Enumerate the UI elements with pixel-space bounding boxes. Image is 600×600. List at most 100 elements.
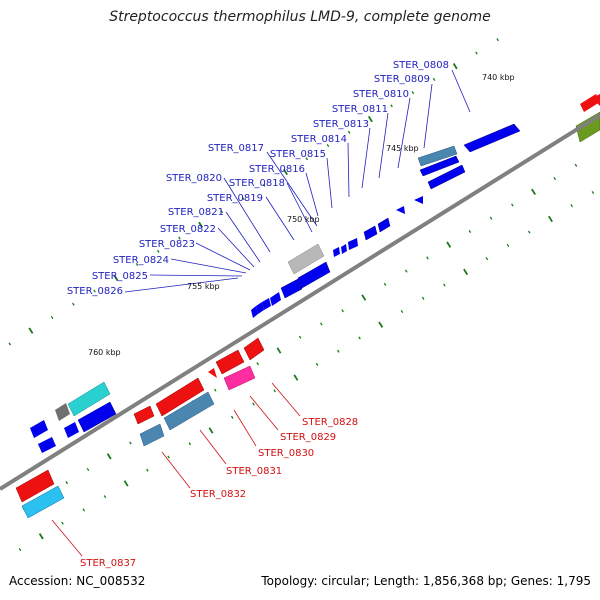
inner-tick — [298, 335, 302, 339]
label-ster-0826[interactable]: STER_0826 — [67, 286, 123, 297]
gene-ster-0828[interactable] — [243, 337, 265, 361]
outer-tick — [220, 210, 224, 214]
accession-text: Accession: NC_008532 — [9, 574, 146, 588]
outer-tick — [432, 77, 436, 81]
gene-upper-left-5[interactable] — [30, 420, 48, 438]
inner-tick — [404, 269, 408, 273]
label-ster-0837[interactable]: STER_0837 — [80, 558, 136, 569]
gene-ster-0826[interactable] — [251, 306, 258, 318]
label-ster-0820[interactable]: STER_0820 — [166, 173, 222, 184]
label-ster-0819[interactable]: STER_0819 — [207, 193, 263, 204]
outer-tick — [496, 38, 499, 42]
inner-tick — [463, 268, 469, 276]
gene-ster-0815[interactable] — [377, 217, 391, 233]
gene-ster-0813[interactable] — [414, 196, 423, 204]
outer-tick — [241, 196, 245, 200]
label-ster-0811[interactable]: STER_0811 — [332, 104, 388, 115]
label-ster-0828[interactable]: STER_0828 — [302, 417, 358, 428]
outer-tick — [50, 315, 54, 319]
label-ster-0810[interactable]: STER_0810 — [353, 89, 409, 100]
inner-tick — [230, 415, 234, 419]
label-ster-0821[interactable]: STER_0821 — [168, 207, 224, 218]
gene-upper-left-4[interactable] — [64, 422, 79, 438]
label-ster-0832[interactable]: STER_0832 — [190, 489, 246, 500]
inner-tick — [426, 256, 429, 260]
outer-tick-ring — [8, 38, 499, 346]
gene-ster-0821[interactable] — [297, 261, 331, 289]
gene-ster-0837b[interactable] — [21, 485, 65, 519]
inner-tick — [208, 427, 214, 434]
inner-tick — [591, 190, 595, 195]
gene-upper-left-1[interactable] — [67, 381, 111, 417]
inner-tick — [146, 468, 149, 472]
gene-ster-0814[interactable] — [396, 206, 405, 214]
inner-tick — [378, 321, 384, 328]
label-ster-0813[interactable]: STER_0813 — [313, 119, 369, 130]
gene-ster-0817[interactable] — [348, 238, 358, 250]
gene-upper-left-2[interactable] — [55, 403, 70, 421]
gene-ster-0829b[interactable] — [208, 368, 217, 378]
gene-ster-0818[interactable] — [333, 247, 340, 257]
inner-tick — [103, 495, 107, 499]
inner-tick — [574, 163, 578, 167]
inner-tick — [123, 480, 129, 487]
gene-ster-0823[interactable] — [270, 292, 281, 306]
gene-ster-0809[interactable] — [417, 145, 458, 167]
label-ster-0829[interactable]: STER_0829 — [280, 432, 336, 443]
gene-ster-0830[interactable] — [223, 365, 256, 391]
label-ster-0818[interactable]: STER_0818 — [229, 178, 285, 189]
inner-tick — [400, 309, 404, 314]
label-ster-0814[interactable]: STER_0814 — [291, 134, 347, 145]
gene-ster-0831b[interactable] — [163, 391, 215, 431]
gene-ster-0811[interactable] — [427, 164, 466, 190]
inner-tick — [18, 548, 22, 552]
label-ster-0815[interactable]: STER_0815 — [270, 149, 326, 160]
gene-ster-0816[interactable] — [363, 225, 378, 241]
outer-tick — [198, 221, 204, 229]
gene-upper-left-3[interactable] — [77, 401, 117, 433]
label-ster-0831[interactable]: STER_0831 — [226, 466, 282, 477]
gene-edge-red-tip[interactable] — [592, 94, 600, 106]
gene-ster-0837[interactable] — [15, 469, 55, 503]
scale-755: 755 kbp — [187, 282, 220, 291]
inner-tick — [61, 521, 64, 525]
forward-gene-labels: STER_0808 STER_0809 STER_0810 STER_0811 … — [67, 60, 449, 297]
gene-ster-0832b[interactable] — [139, 423, 165, 447]
gene-ster-0832[interactable] — [133, 405, 155, 425]
inner-tick — [511, 203, 514, 207]
gene-ster-0831[interactable] — [155, 377, 205, 417]
inner-tick — [129, 441, 132, 445]
gene-ster-0808[interactable] — [463, 123, 521, 153]
scale-labels: 740 kbp 745 kbp 750 kbp 755 kbp 760 kbp — [88, 73, 515, 357]
gene-features — [15, 94, 600, 519]
inner-tick — [38, 533, 44, 540]
inner-tick — [320, 322, 323, 326]
gene-upper-left-6[interactable] — [38, 437, 56, 453]
label-ster-0823[interactable]: STER_0823 — [139, 239, 195, 250]
gene-ster-0825[interactable] — [256, 302, 264, 314]
label-ster-0809[interactable]: STER_0809 — [374, 74, 430, 85]
outer-tick — [452, 63, 458, 70]
gene-ster-0822[interactable] — [280, 278, 303, 299]
inner-tick — [167, 455, 170, 459]
label-ster-0830[interactable]: STER_0830 — [258, 448, 314, 459]
inner-tick-ring — [18, 163, 595, 552]
gene-ster-0824[interactable] — [262, 298, 271, 310]
gene-ster-0829[interactable] — [215, 349, 245, 375]
label-ster-0817[interactable]: STER_0817 — [208, 143, 264, 154]
gene-ster-0820[interactable] — [287, 243, 325, 275]
label-ster-0822[interactable]: STER_0822 — [160, 224, 216, 235]
label-ster-0825[interactable]: STER_0825 — [92, 271, 148, 282]
label-ster-0808[interactable]: STER_0808 — [393, 60, 449, 71]
outer-tick — [347, 130, 351, 134]
label-ster-0824[interactable]: STER_0824 — [113, 255, 169, 266]
inner-tick — [188, 442, 192, 446]
label-ster-0816[interactable]: STER_0816 — [249, 164, 305, 175]
inner-tick — [252, 402, 255, 406]
gene-ster-0810[interactable] — [419, 155, 460, 177]
outer-tick — [178, 236, 181, 240]
inner-tick — [468, 229, 472, 233]
gene-ster-0819[interactable] — [341, 244, 347, 254]
inner-tick — [531, 188, 536, 195]
